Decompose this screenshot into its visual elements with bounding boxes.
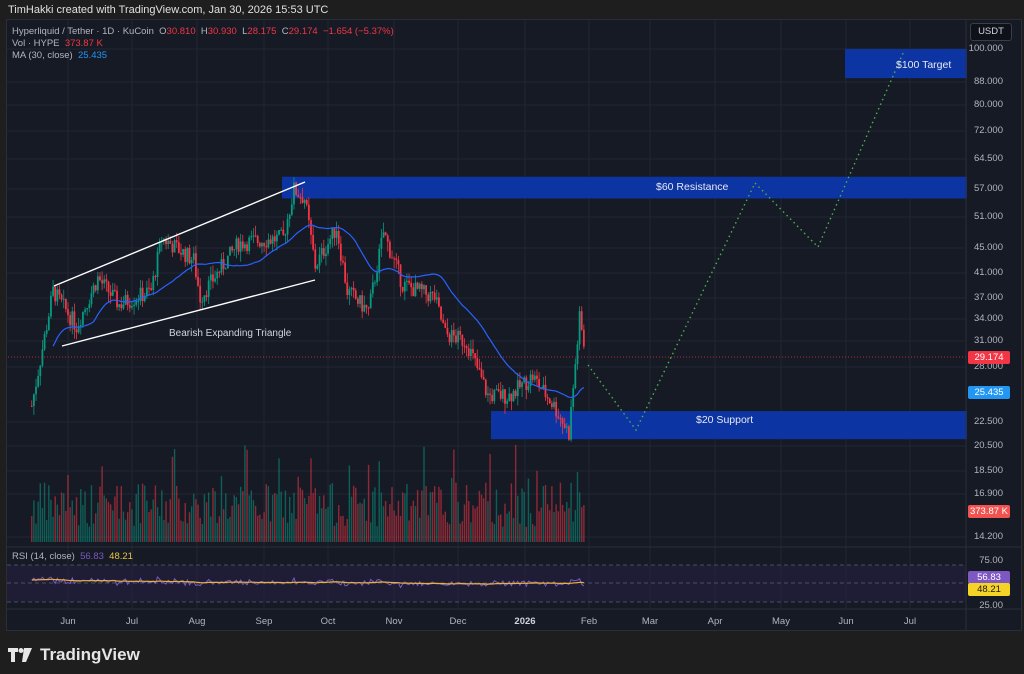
price-tick: 64.500 bbox=[973, 153, 1003, 164]
time-tick: Jul bbox=[125, 616, 139, 627]
price-tick: 34.000 bbox=[973, 313, 1003, 324]
price-tick: 18.500 bbox=[973, 465, 1003, 476]
price-tick: 45.000 bbox=[973, 242, 1003, 253]
price-tick: 22.500 bbox=[973, 416, 1003, 427]
candles bbox=[30, 177, 585, 442]
price-tick: 41.000 bbox=[973, 267, 1003, 278]
price-tick: 25.00 bbox=[979, 600, 1003, 611]
price-pill: 56.83 bbox=[968, 571, 1010, 584]
pattern-label: Bearish Expanding Triangle bbox=[169, 328, 292, 339]
rsi-pane bbox=[7, 564, 966, 603]
time-tick: Mar bbox=[641, 616, 659, 627]
time-tick: Jul bbox=[903, 616, 917, 627]
price-tick: 20.500 bbox=[973, 440, 1003, 451]
support-label: $20 Support bbox=[696, 414, 754, 426]
tradingview-wordmark: TradingView bbox=[40, 645, 140, 664]
open-value: 30.810 bbox=[166, 26, 196, 37]
price-tick: 80.000 bbox=[973, 99, 1003, 110]
rsi-ma-value: 48.21 bbox=[109, 551, 133, 562]
target-label: $100 Target bbox=[896, 59, 952, 71]
price-tick: 57.000 bbox=[973, 183, 1003, 194]
ma-value: 25.435 bbox=[78, 50, 108, 61]
volume-bars bbox=[31, 444, 585, 542]
price-tick: 31.000 bbox=[973, 335, 1003, 346]
price-pill: 25.435 bbox=[968, 386, 1010, 399]
ma-line bbox=[52, 224, 585, 399]
time-tick: Aug bbox=[188, 616, 206, 627]
price-tick: 28.000 bbox=[973, 361, 1003, 372]
attribution: TimHakki created with TradingView.com, J… bbox=[8, 4, 329, 16]
time-tick: Jun bbox=[838, 616, 854, 627]
price-pill: 373.87 K bbox=[968, 505, 1010, 518]
rsi-value: 56.83 bbox=[80, 551, 104, 562]
price-tick: 72.000 bbox=[973, 125, 1003, 136]
price-tick: 14.200 bbox=[973, 531, 1003, 542]
time-tick: Apr bbox=[707, 616, 723, 627]
high-value: 30.930 bbox=[207, 26, 237, 37]
ma-legend[interactable]: MA (30, close) 25.435 bbox=[12, 50, 108, 61]
symbol-legend[interactable]: Hyperliquid / Tether · 1D · KuCoin O30.8… bbox=[12, 26, 394, 37]
time-tick: May bbox=[772, 616, 790, 627]
time-tick: 2026 bbox=[514, 616, 536, 627]
zones bbox=[282, 49, 967, 440]
close-value: 29.174 bbox=[288, 26, 318, 37]
time-tick: Oct bbox=[320, 616, 336, 627]
price-pill: 48.21 bbox=[968, 583, 1010, 596]
rsi-legend[interactable]: RSI (14, close) 56.83 48.21 bbox=[12, 551, 133, 562]
symbol-name: Hyperliquid / Tether · 1D · KuCoin bbox=[12, 26, 154, 37]
time-tick: Nov bbox=[385, 616, 403, 627]
price-tick: 16.900 bbox=[973, 488, 1003, 499]
time-tick: Feb bbox=[580, 616, 598, 627]
volume-value: 373.87 K bbox=[64, 38, 103, 49]
tradingview-logo-icon bbox=[8, 648, 32, 662]
price-pill: 29.174 bbox=[968, 351, 1010, 364]
price-tick: 88.000 bbox=[973, 76, 1003, 87]
currency-button[interactable]: USDT bbox=[970, 23, 1012, 41]
projection-path bbox=[587, 50, 905, 432]
low-value: 28.175 bbox=[247, 26, 277, 37]
tradingview-logo[interactable]: TradingView bbox=[8, 645, 140, 665]
time-tick: Dec bbox=[449, 616, 467, 627]
resistance-label: $60 Resistance bbox=[656, 181, 729, 193]
expanding-triangle bbox=[53, 181, 316, 347]
change-value: −1.654 (−5.37%) bbox=[322, 26, 394, 37]
price-tick: 37.000 bbox=[973, 292, 1003, 303]
price-tick: 75.00 bbox=[979, 555, 1003, 566]
price-tick: 100.000 bbox=[968, 43, 1003, 54]
volume-legend[interactable]: Vol · HYPE 373.87 K bbox=[12, 38, 103, 49]
price-tick: 51.000 bbox=[973, 211, 1003, 222]
time-tick: Jun bbox=[60, 616, 76, 627]
time-tick: Sep bbox=[255, 616, 273, 627]
